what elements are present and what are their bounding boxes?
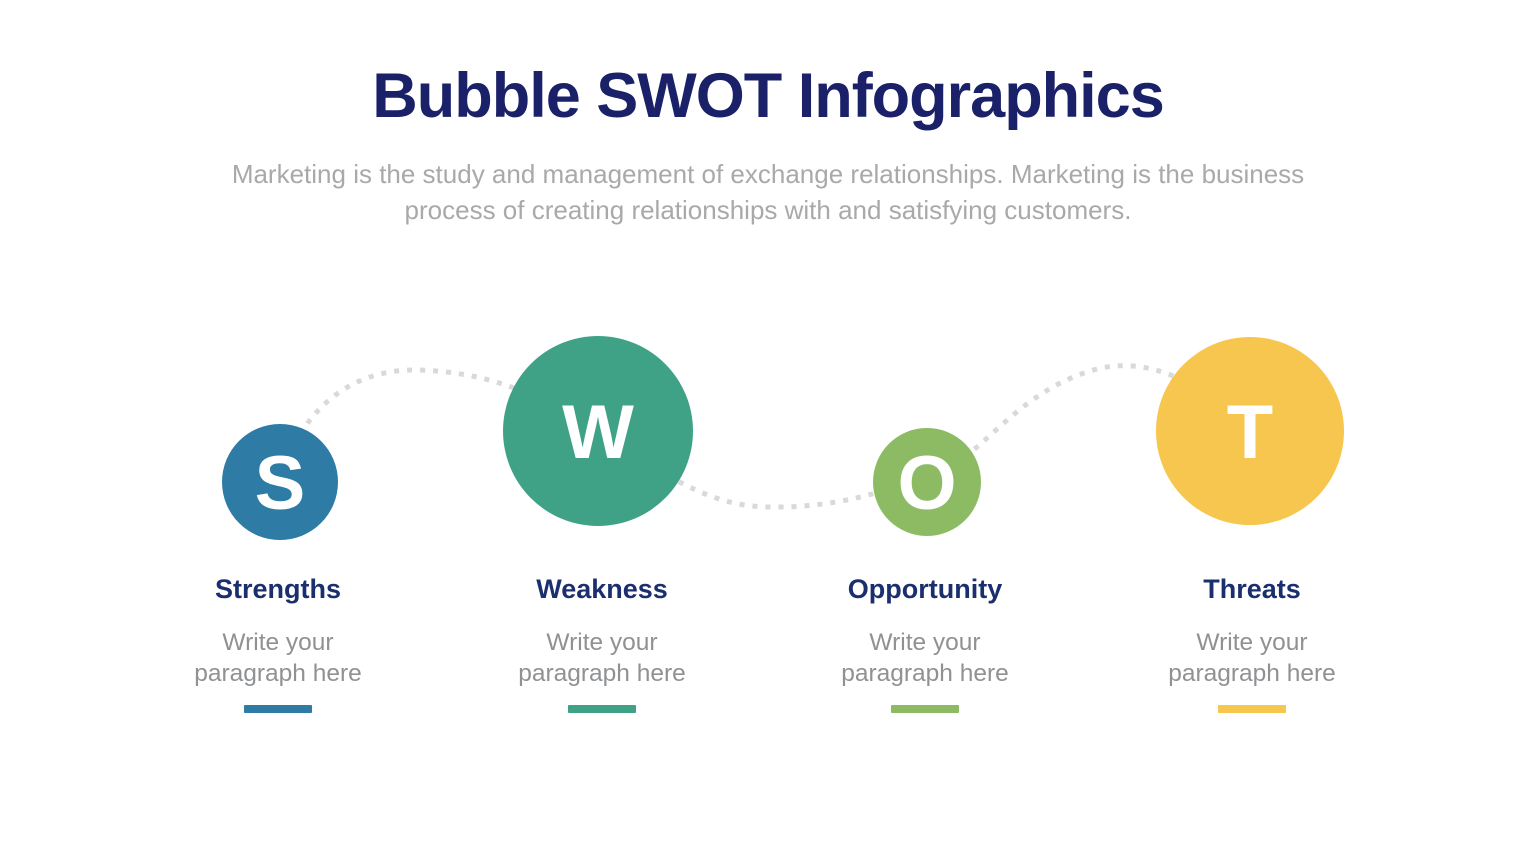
strengths-underline-bar <box>244 705 312 713</box>
opportunity-underline-bar <box>891 705 959 713</box>
opportunity-letter: O <box>897 441 956 526</box>
weakness-paragraph: Write your paragraph here <box>518 629 686 687</box>
weakness-letter: W <box>562 390 634 475</box>
strengths-letter: S <box>255 441 306 526</box>
page-subtitle: Marketing is the study and management of… <box>0 156 1536 228</box>
opportunity-label: Opportunity <box>847 574 1003 604</box>
subtitle-line-2: process of creating relationships with a… <box>404 195 1132 225</box>
threats-letter: T <box>1227 390 1273 475</box>
strengths-bubble <box>222 424 338 540</box>
opportunity-paragraph: Write your paragraph here <box>841 629 1009 687</box>
page-title: Bubble SWOT Infographics <box>372 61 1165 131</box>
weakness-column: Weakness Write your paragraph here <box>482 574 722 713</box>
opportunity-column: Opportunity Write your paragraph here <box>805 574 1045 713</box>
threats-paragraph: Write your paragraph here <box>1168 629 1336 687</box>
threats-label: Threats <box>1203 574 1301 604</box>
weakness-underline-bar <box>568 705 636 713</box>
subtitle-line-1: Marketing is the study and management of… <box>231 159 1305 189</box>
weakness-label: Weakness <box>536 574 668 604</box>
strengths-column: Strengths Write your paragraph here <box>158 574 398 713</box>
threats-column: Threats Write your paragraph here <box>1132 574 1372 713</box>
connector-dotted-path <box>277 363 1252 510</box>
threats-bubble <box>1156 337 1344 525</box>
strengths-label: Strengths <box>214 574 341 604</box>
strengths-paragraph: Write your paragraph here <box>194 629 362 687</box>
threats-underline-bar <box>1218 705 1286 713</box>
weakness-bubble <box>503 336 693 526</box>
opportunity-bubble <box>873 428 981 536</box>
